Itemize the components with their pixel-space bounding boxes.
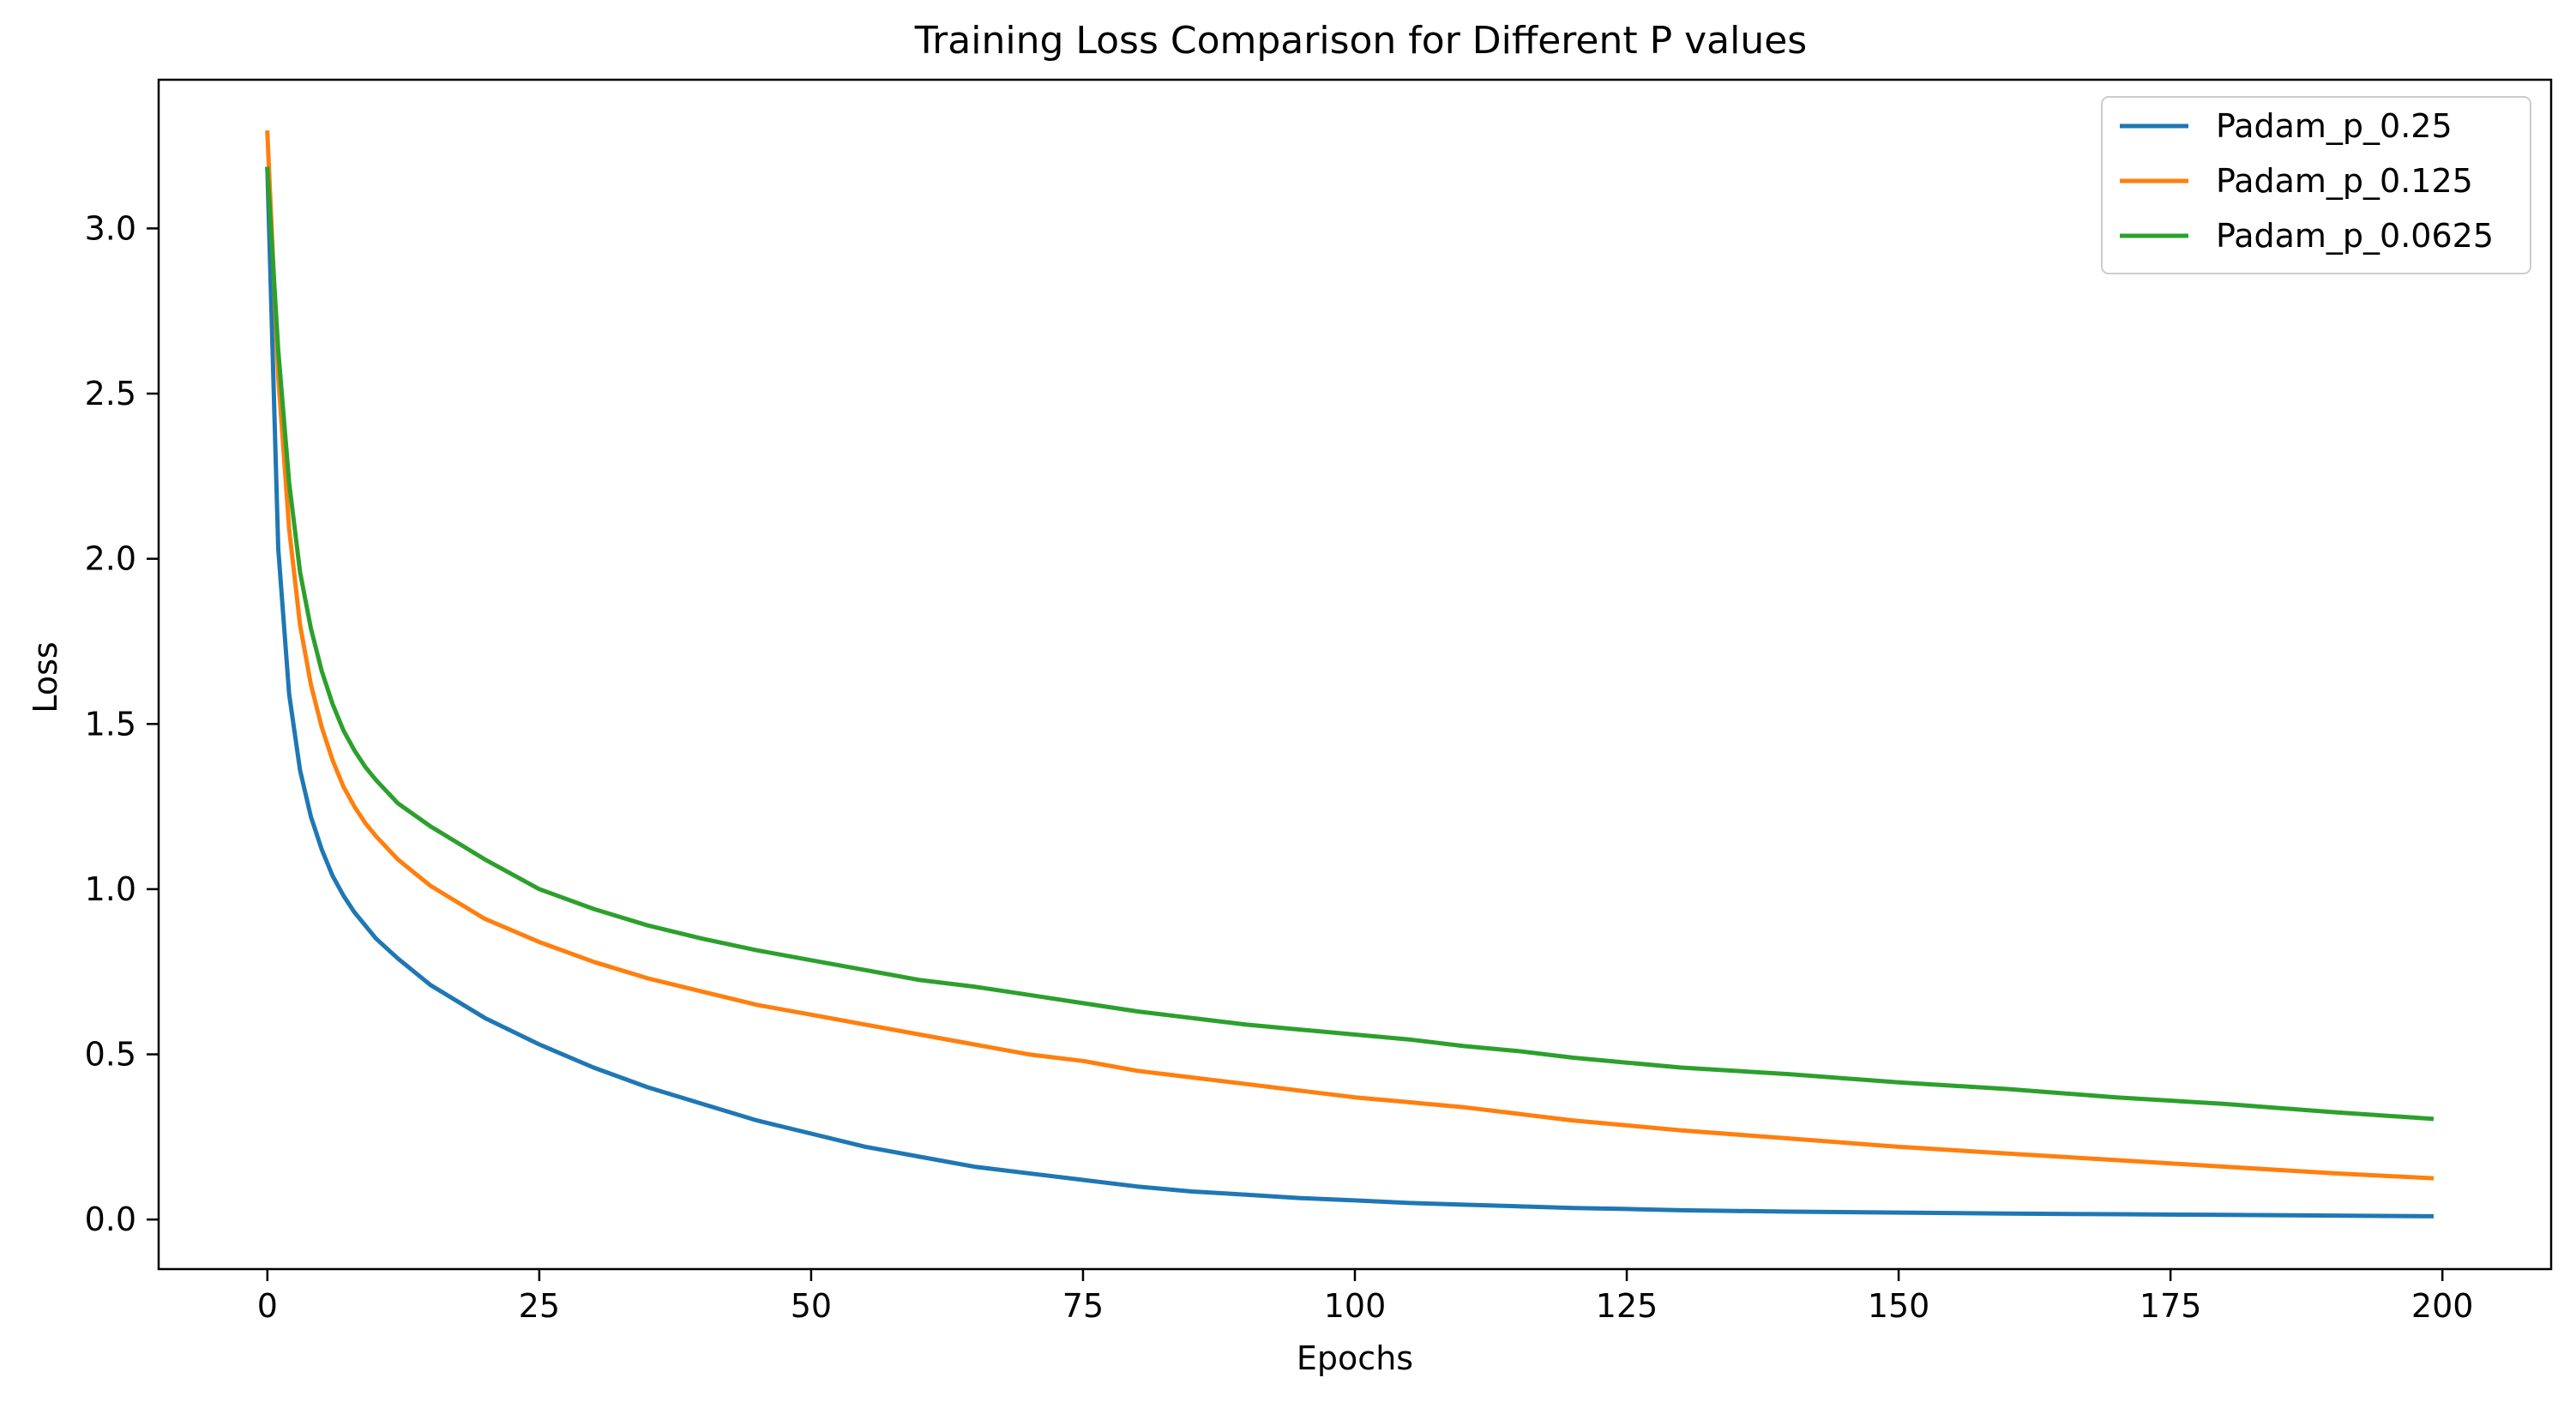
x-tick-label: 50 [791, 1287, 832, 1325]
x-tick-label: 150 [1868, 1287, 1930, 1325]
y-tick-label: 0.5 [85, 1036, 136, 1074]
y-tick-label: 2.5 [85, 375, 136, 412]
plot-area [265, 129, 2435, 1218]
series-line-2 [265, 129, 2435, 1181]
series-line-3 [265, 166, 2435, 1122]
x-tick-label: 25 [519, 1287, 560, 1325]
legend-label-3: Padam_p_0.0625 [2216, 217, 2494, 255]
legend-label-1: Padam_p_0.25 [2216, 107, 2453, 145]
x-axis-label: Epochs [1297, 1339, 1413, 1377]
x-axis-ticks: 0 25 50 75 100 125 150 175 200 [257, 1269, 2474, 1325]
y-axis-label: Loss [27, 641, 64, 713]
x-tick-label: 125 [1596, 1287, 1658, 1325]
x-tick-label: 200 [2411, 1287, 2474, 1325]
x-tick-label: 75 [1062, 1287, 1104, 1325]
x-tick-label: 0 [257, 1287, 278, 1325]
x-tick-label: 100 [1324, 1287, 1387, 1325]
legend-label-2: Padam_p_0.125 [2216, 162, 2473, 200]
y-tick-label: 2.0 [85, 540, 136, 578]
chart-title: Training Loss Comparison for Different P… [914, 19, 1807, 63]
y-axis-ticks: 0.0 0.5 1.0 1.5 2.0 2.5 3.0 [85, 209, 159, 1238]
x-tick-label: 175 [2140, 1287, 2202, 1325]
y-tick-label: 1.5 [85, 705, 136, 743]
series-line-1 [265, 166, 2435, 1218]
legend: Padam_p_0.25 Padam_p_0.125 Padam_p_0.0625 [2101, 96, 2531, 274]
legend-box [2101, 96, 2531, 274]
y-tick-label: 3.0 [85, 209, 136, 247]
y-tick-label: 0.0 [85, 1200, 136, 1238]
y-tick-label: 1.0 [85, 870, 136, 908]
